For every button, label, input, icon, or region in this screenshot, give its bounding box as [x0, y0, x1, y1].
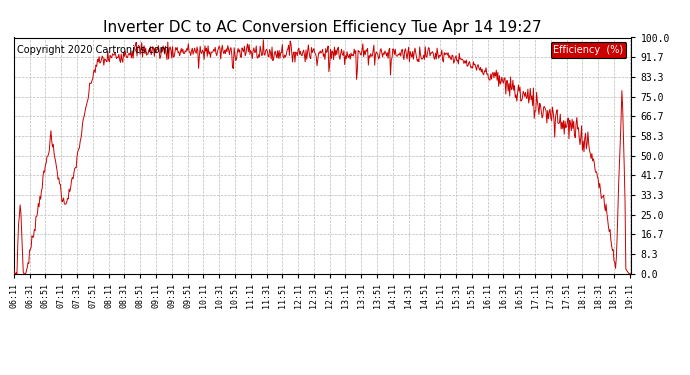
Legend: Efficiency  (%): Efficiency (%) — [551, 42, 627, 58]
Text: Copyright 2020 Cartronics.com: Copyright 2020 Cartronics.com — [17, 45, 169, 55]
Title: Inverter DC to AC Conversion Efficiency Tue Apr 14 19:27: Inverter DC to AC Conversion Efficiency … — [104, 20, 542, 35]
